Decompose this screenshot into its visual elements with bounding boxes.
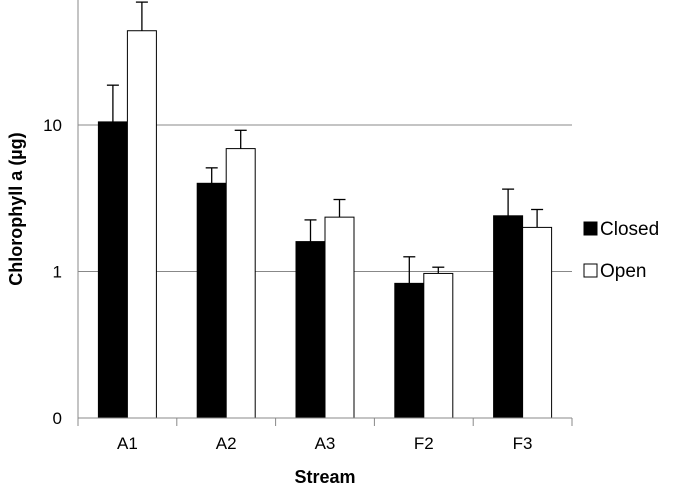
bar-open-a2 (225, 148, 256, 419)
legend: Closed Open (583, 219, 659, 282)
bar-closed-a3 (295, 241, 326, 419)
bar-closed-f3 (493, 215, 524, 419)
bar-closed-a1 (97, 121, 128, 419)
legend-label-open: Open (600, 261, 646, 282)
x-axis-title: Stream (294, 467, 355, 487)
bar-open-a3 (324, 216, 355, 419)
bar-closed-f2 (394, 282, 425, 419)
x-tick-label: A3 (315, 434, 336, 453)
legend-label-closed: Closed (600, 219, 659, 240)
y-tick-label: 0 (53, 409, 62, 428)
y-axis-title: Chlorophyll a (µg) (6, 132, 26, 285)
legend-swatch-open (583, 263, 598, 278)
bar-open-f2 (423, 272, 454, 419)
y-tick-labels: 0 1 10 (43, 116, 62, 428)
x-tick-label: A1 (117, 434, 138, 453)
x-tick-labels: A1 A2 A3 F2 F3 (117, 434, 533, 453)
bar-closed-a2 (196, 182, 227, 419)
y-tick-label: 10 (43, 116, 62, 135)
x-tick-label: F3 (513, 434, 533, 453)
x-tick-label: F2 (414, 434, 434, 453)
bar-open-f3 (522, 226, 553, 419)
x-tick-label: A2 (216, 434, 237, 453)
legend-swatch-closed (583, 221, 598, 236)
axes (77, 0, 573, 426)
y-tick-label: 1 (53, 263, 62, 282)
bars (97, 1, 553, 419)
bar-open-a1 (126, 30, 157, 419)
